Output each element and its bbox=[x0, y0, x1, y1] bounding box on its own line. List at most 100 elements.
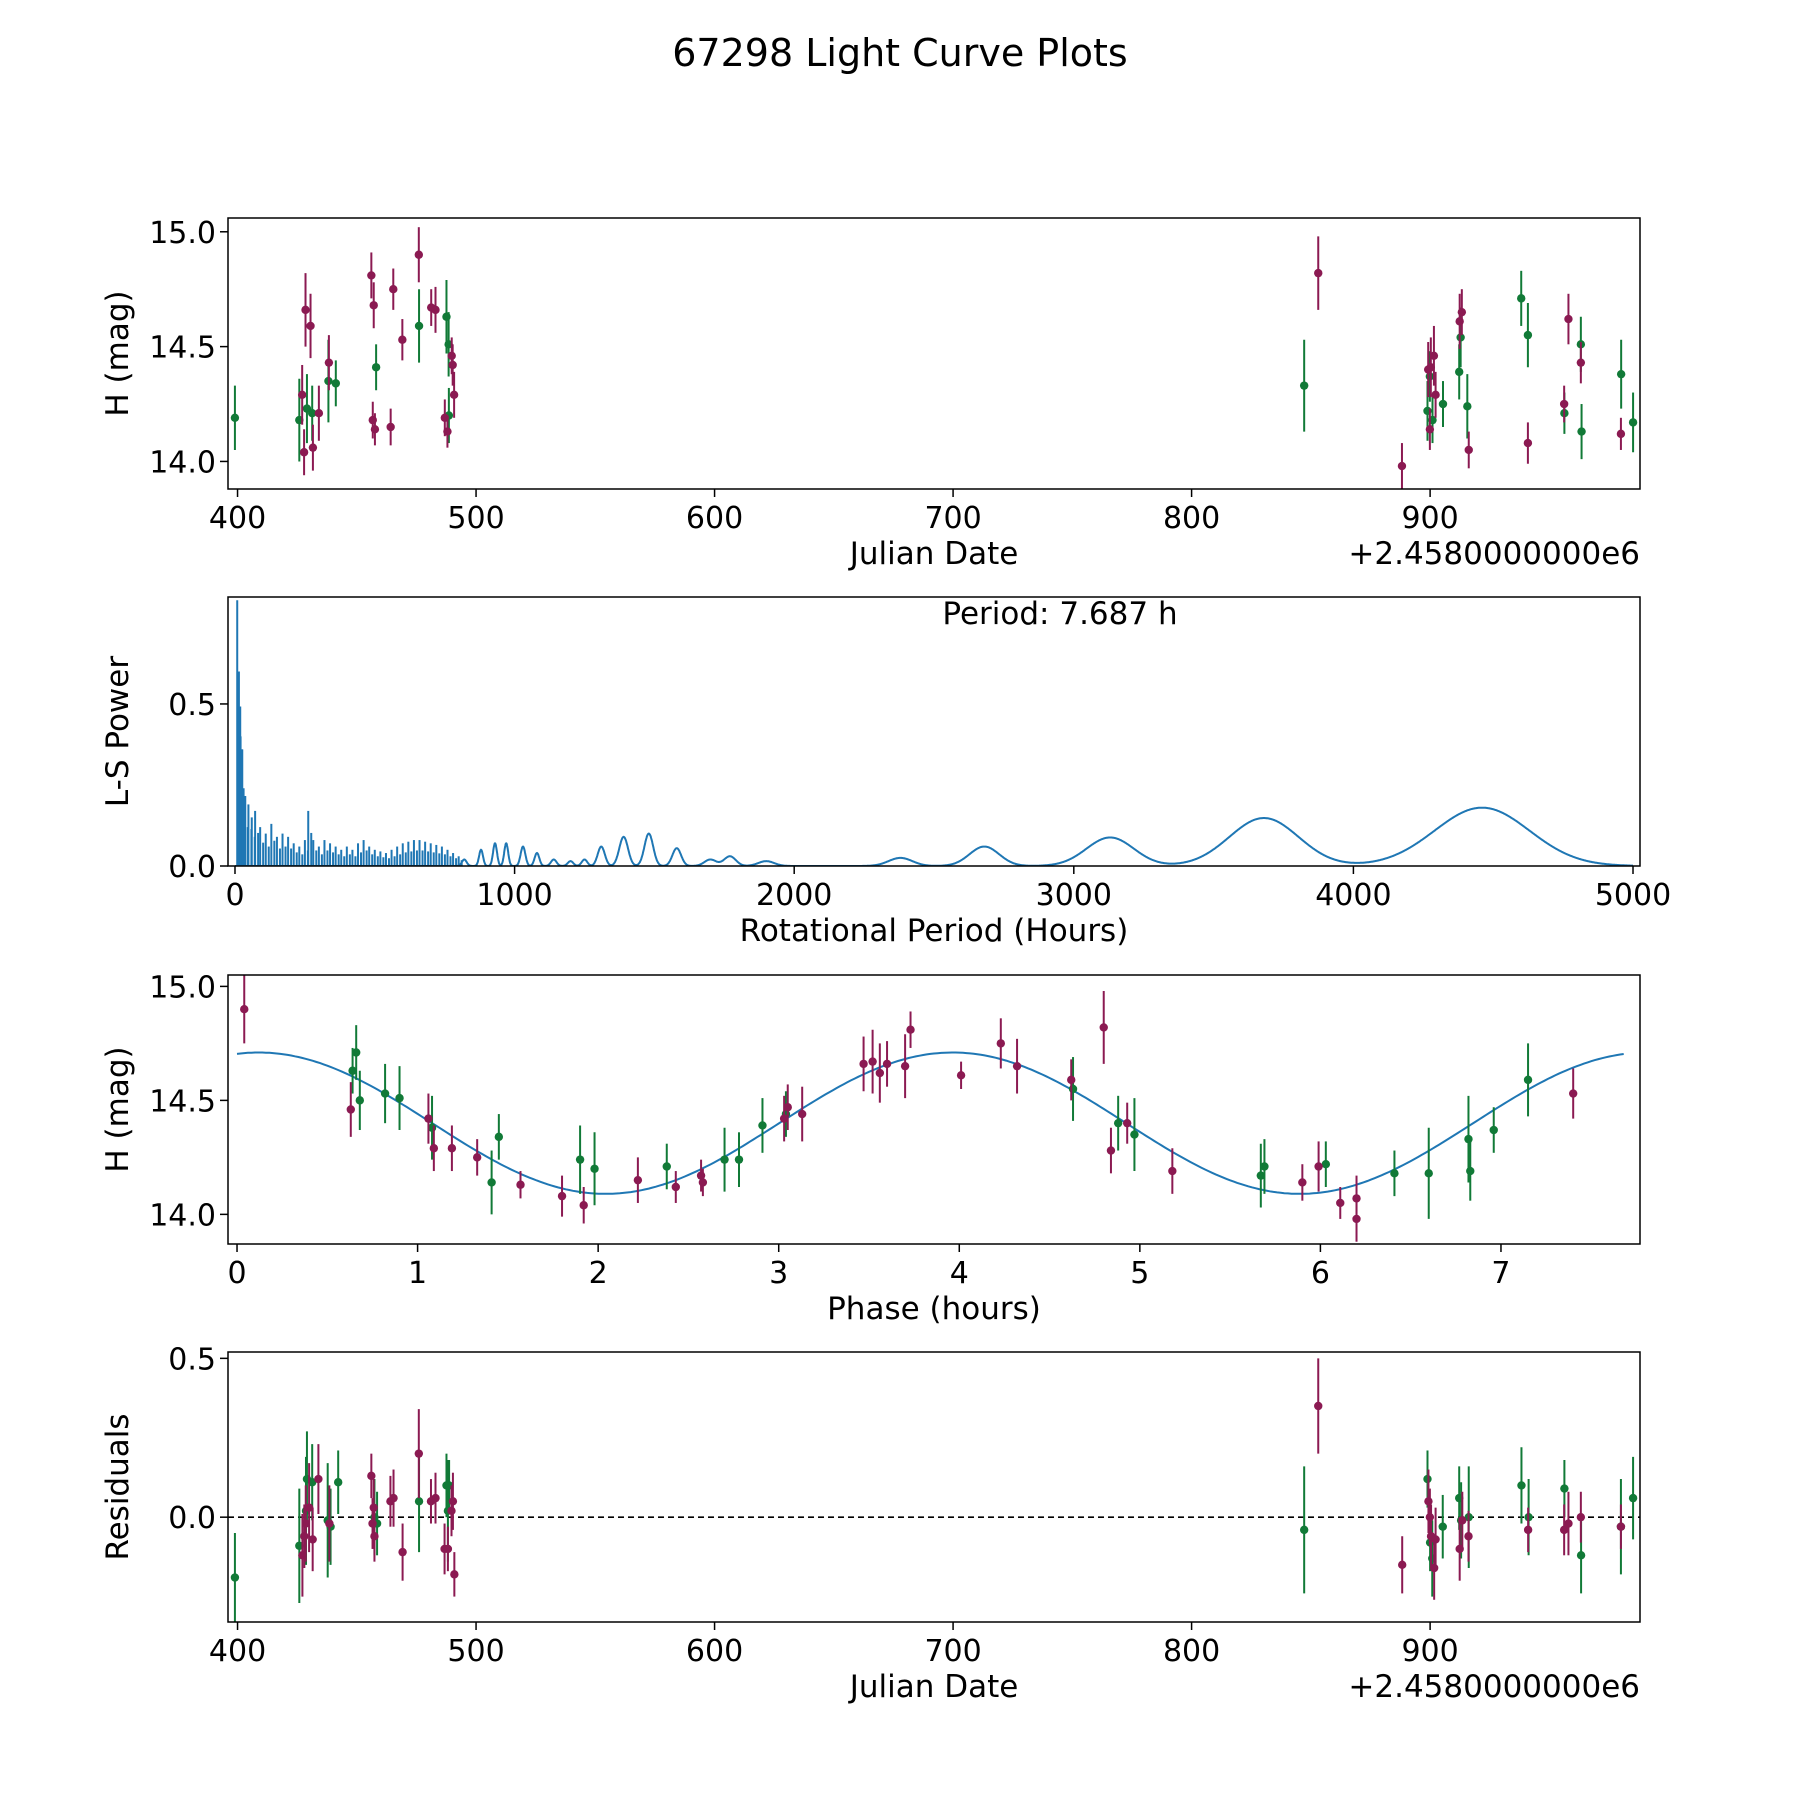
x-tick-label: 1 bbox=[408, 1256, 427, 1291]
data-point-green bbox=[295, 1541, 304, 1550]
data-point-green bbox=[1130, 1130, 1139, 1139]
data-point-maroon bbox=[314, 409, 324, 418]
data-point-maroon bbox=[240, 1004, 249, 1014]
data-point-green bbox=[758, 1121, 767, 1130]
data-point-maroon bbox=[1314, 1401, 1323, 1411]
data-point-maroon bbox=[299, 448, 309, 457]
data-point-green bbox=[1628, 1493, 1638, 1503]
data-point-maroon bbox=[300, 1532, 309, 1541]
data-point-maroon bbox=[443, 1544, 453, 1554]
data-point-green bbox=[1068, 1084, 1078, 1094]
data-point-maroon bbox=[1616, 1522, 1626, 1531]
x-tick-label: 600 bbox=[686, 1634, 743, 1669]
data-point-maroon bbox=[301, 1519, 310, 1528]
data-point-maroon bbox=[1425, 425, 1435, 434]
data-point-maroon bbox=[1568, 1089, 1578, 1098]
x-tick-label: 5 bbox=[1130, 1256, 1149, 1291]
data-point-maroon bbox=[516, 1180, 525, 1189]
x-tick-label: 1000 bbox=[476, 878, 552, 913]
data-point-maroon bbox=[1168, 1166, 1177, 1176]
y-tick-label: 0.5 bbox=[168, 1342, 216, 1377]
data-point-maroon bbox=[1314, 268, 1323, 278]
y-tick-label: 15.0 bbox=[149, 216, 216, 251]
data-point-maroon bbox=[797, 1109, 807, 1119]
data-point-maroon bbox=[443, 427, 452, 436]
x-axis-label: Julian Date bbox=[848, 1669, 1019, 1705]
data-point-maroon bbox=[1523, 438, 1533, 448]
data-point-green bbox=[1523, 1075, 1533, 1085]
axes-frame bbox=[227, 974, 1641, 1245]
data-point-maroon bbox=[557, 1191, 567, 1201]
data-point-maroon bbox=[370, 425, 380, 434]
x-axis-label: Rotational Period (Hours) bbox=[740, 913, 1129, 949]
data-point-maroon bbox=[301, 305, 310, 315]
data-point-maroon bbox=[1564, 1519, 1573, 1528]
data-point-green bbox=[1517, 294, 1526, 303]
figure-title: 67298 Light Curve Plots bbox=[672, 31, 1127, 75]
data-point-maroon bbox=[447, 1144, 457, 1153]
data-point-maroon bbox=[1616, 429, 1626, 439]
y-tick-label: 0.5 bbox=[168, 688, 216, 723]
data-point-green bbox=[720, 1155, 729, 1164]
data-point-green bbox=[1517, 1481, 1526, 1490]
data-point-maroon bbox=[414, 1449, 424, 1458]
data-point-green bbox=[307, 1478, 317, 1487]
data-point-maroon bbox=[859, 1059, 868, 1069]
x-tick-label: 7 bbox=[1491, 1256, 1510, 1291]
x-offset-label: +2.4580000000e6 bbox=[1348, 1669, 1640, 1705]
period-annotation: Period: 7.687 h bbox=[942, 596, 1177, 632]
data-point-maroon bbox=[875, 1068, 885, 1078]
data-point-maroon bbox=[1429, 1563, 1439, 1573]
data-point-maroon bbox=[1576, 358, 1586, 367]
x-tick-label: 800 bbox=[1163, 501, 1220, 536]
data-point-green bbox=[1390, 1169, 1399, 1178]
data-point-maroon bbox=[429, 1144, 439, 1153]
data-point-maroon bbox=[1314, 1162, 1323, 1171]
data-point-maroon bbox=[1424, 1497, 1433, 1506]
data-point-green bbox=[380, 1089, 390, 1098]
data-point-maroon bbox=[868, 1057, 877, 1066]
data-point-maroon bbox=[367, 1471, 376, 1481]
x-tick-label: 900 bbox=[1401, 1634, 1458, 1669]
data-point-green bbox=[1455, 367, 1464, 377]
axes-frame bbox=[227, 217, 1641, 490]
plot-area bbox=[236, 975, 1624, 1242]
data-point-maroon bbox=[579, 1201, 588, 1210]
x-tick-label: 3 bbox=[769, 1256, 788, 1291]
data-point-maroon bbox=[447, 1506, 456, 1516]
data-point-maroon bbox=[1012, 1061, 1022, 1071]
data-point-maroon bbox=[314, 1474, 323, 1484]
y-axis-label: L-S Power bbox=[100, 656, 136, 807]
x-tick-label: 700 bbox=[924, 501, 981, 536]
data-point-maroon bbox=[297, 390, 307, 400]
data-point-maroon bbox=[1425, 1512, 1435, 1522]
data-point-maroon bbox=[1429, 351, 1439, 360]
data-point-maroon bbox=[1559, 399, 1569, 409]
x-tick-label: 900 bbox=[1401, 501, 1458, 536]
data-point-maroon bbox=[1464, 1532, 1473, 1541]
data-point-maroon bbox=[1298, 1178, 1307, 1187]
data-point-green bbox=[395, 1093, 404, 1103]
y-tick-label: 14.0 bbox=[149, 1198, 216, 1233]
data-point-maroon bbox=[1336, 1198, 1345, 1208]
y-tick-label: 0.0 bbox=[168, 1501, 216, 1536]
y-tick-label: 0.0 bbox=[168, 850, 216, 885]
data-point-green bbox=[355, 1096, 365, 1105]
data-point-maroon bbox=[1464, 445, 1473, 455]
data-point-green bbox=[1321, 1160, 1331, 1169]
data-point-maroon bbox=[325, 1519, 334, 1528]
data-point-maroon bbox=[1523, 1525, 1533, 1535]
data-point-maroon bbox=[448, 360, 457, 370]
y-tick-label: 14.5 bbox=[149, 1084, 216, 1119]
data-point-green bbox=[1489, 1125, 1498, 1135]
x-tick-label: 500 bbox=[447, 501, 504, 536]
data-point-green bbox=[590, 1164, 599, 1173]
data-point-maroon bbox=[448, 1497, 458, 1506]
data-point-maroon bbox=[369, 301, 378, 310]
data-point-green bbox=[1628, 418, 1638, 427]
y-tick-label: 14.5 bbox=[149, 331, 216, 366]
data-point-maroon bbox=[386, 422, 395, 432]
data-point-green bbox=[1463, 402, 1472, 411]
data-point-green bbox=[1560, 1484, 1569, 1493]
